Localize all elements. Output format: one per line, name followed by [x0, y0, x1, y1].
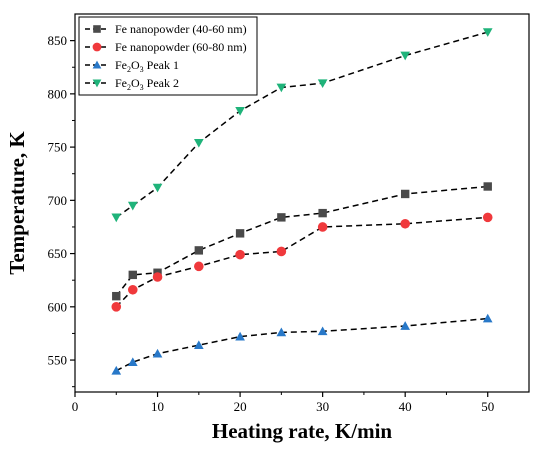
axes-layer: 0 10 20 30 40 50 550 600 650 700 750 800 850 — [48, 33, 495, 414]
data-point — [193, 340, 204, 350]
data-point — [317, 79, 328, 89]
y-axis-title: Temperature, K — [5, 131, 29, 275]
data-point — [127, 201, 138, 211]
legend-box — [78, 16, 258, 96]
y-tick-label: 750 — [48, 140, 68, 155]
data-point — [194, 246, 204, 255]
series-line — [115, 317, 488, 372]
data-point — [235, 331, 245, 341]
data-point — [235, 249, 245, 260]
legend-marker — [92, 42, 102, 52]
x-axis-title: Heating rate, K/min — [212, 419, 393, 443]
data-point — [317, 222, 328, 232]
x-tick-label: 20 — [234, 399, 247, 414]
legend-label: Fe2O3 Peak 2 — [115, 76, 179, 92]
data-point — [128, 270, 137, 280]
legend-item: Fe nanopowder (40-60 nm) — [85, 22, 247, 36]
series-2 — [111, 212, 493, 312]
series-line — [115, 216, 488, 308]
data-point — [235, 229, 245, 238]
legend-item: Fe nanopowder (60-80 nm) — [85, 40, 247, 54]
data-point — [276, 246, 287, 257]
y-tick-label: 800 — [48, 86, 68, 101]
legend-marker — [92, 60, 102, 69]
x-tick-label: 30 — [316, 399, 329, 414]
data-point — [111, 213, 122, 223]
legend-marker — [93, 25, 101, 33]
plot-border — [74, 13, 530, 393]
data-point — [235, 107, 245, 116]
legend-item: Fe2O3 Peak 1 — [85, 58, 179, 74]
legend-item: Fe2O3 Peak 2 — [85, 76, 179, 92]
data-point — [318, 208, 327, 218]
data-point — [111, 365, 122, 375]
y-tick-label: 550 — [48, 353, 68, 368]
data-point — [112, 291, 121, 301]
y-tick-label: 700 — [48, 193, 68, 208]
x-tick-label: 40 — [399, 399, 412, 414]
data-point — [317, 326, 328, 336]
legend-label: Fe2O3 Peak 1 — [115, 58, 179, 74]
data-point — [482, 28, 493, 37]
legend: Fe nanopowder (40-60 nm) Fe nanopowder (6… — [78, 16, 258, 96]
data-point — [194, 261, 204, 272]
data-point — [152, 348, 163, 358]
series-1 — [112, 182, 492, 301]
series-4 — [111, 28, 493, 223]
data-point — [111, 302, 122, 312]
series-line — [115, 185, 488, 297]
plot-frame — [74, 13, 530, 393]
legend-label: Fe nanopowder (40-60 nm) — [115, 22, 247, 36]
data-point — [127, 357, 138, 367]
series-layer — [111, 28, 493, 375]
data-point — [483, 182, 492, 191]
data-point — [152, 272, 163, 282]
series-3 — [111, 313, 493, 375]
x-tick-label: 50 — [481, 399, 494, 414]
data-point — [276, 327, 287, 337]
data-point — [400, 51, 411, 61]
data-point — [482, 212, 493, 223]
x-tick-label: 10 — [151, 399, 164, 414]
data-point — [400, 218, 410, 229]
data-point — [277, 213, 286, 222]
data-point — [400, 189, 410, 199]
y-tick-label: 850 — [48, 33, 68, 48]
y-tick-label: 600 — [48, 299, 68, 314]
data-point — [276, 83, 287, 93]
data-point — [127, 284, 138, 295]
data-point — [482, 313, 493, 323]
data-point — [400, 321, 411, 330]
legend-marker — [92, 79, 102, 88]
y-tick-label: 650 — [48, 246, 68, 261]
data-point — [152, 183, 163, 193]
x-tick-label: 0 — [72, 399, 79, 414]
data-point — [193, 138, 204, 148]
legend-label: Fe nanopowder (60-80 nm) — [115, 40, 247, 54]
